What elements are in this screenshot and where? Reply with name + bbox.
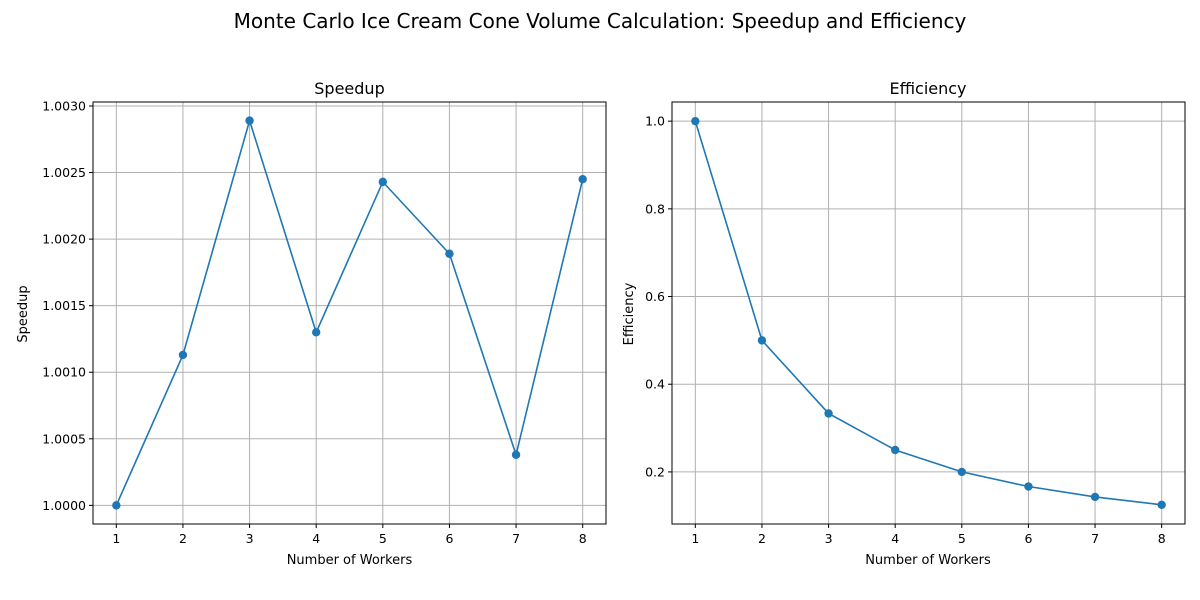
efficiency-x-tick-label: 4 — [891, 531, 899, 546]
figure-title: Monte Carlo Ice Cream Cone Volume Calcul… — [234, 9, 967, 33]
efficiency-data-point — [824, 409, 833, 418]
speedup-axes-frame — [92, 101, 607, 525]
speedup-y-tick-label: 1.0005 — [42, 431, 86, 446]
efficiency-axes-frame — [671, 101, 1186, 525]
speedup-x-axis-label: Number of Workers — [287, 553, 413, 568]
efficiency-x-axis-label: Number of Workers — [865, 553, 991, 568]
efficiency-x-tick-label: 1 — [691, 531, 699, 546]
efficiency-data-point — [957, 467, 967, 477]
speedup-data-point — [378, 177, 388, 187]
efficiency-x-tick-label: 6 — [1024, 531, 1032, 546]
speedup-x-tick-label: 2 — [179, 531, 187, 546]
speedup-data-point — [511, 450, 521, 459]
speedup-data-point — [578, 175, 587, 184]
speedup-y-axis-label: Speedup — [16, 285, 31, 342]
speedup-x-tick-label: 3 — [246, 531, 254, 546]
speedup-data-point — [311, 328, 321, 337]
efficiency-y-tick-label: 1.0 — [645, 114, 665, 129]
efficiency-x-tick-label: 5 — [958, 531, 966, 546]
speedup-data-point — [445, 249, 454, 258]
efficiency-grid — [672, 102, 1185, 524]
speedup-x-tick-label: 1 — [112, 531, 120, 546]
efficiency-data-point — [1157, 500, 1166, 509]
efficiency-y-axis-label: Efficiency — [622, 282, 637, 345]
efficiency-x-tick-label: 3 — [825, 531, 833, 546]
speedup-data-point — [178, 350, 188, 360]
speedup-panel: Speedup Number of Workers Speedup 1 2 3 4 5 6… — [16, 79, 607, 568]
speedup-y-tick-label: 1.0015 — [42, 298, 86, 313]
speedup-x-tick-label: 4 — [312, 531, 320, 546]
speedup-series-line — [115, 117, 584, 506]
speedup-panel-title: Speedup — [314, 79, 384, 98]
speedup-y-tick-label: 1.0030 — [42, 98, 86, 113]
speedup-data-point — [245, 116, 254, 125]
efficiency-data-point — [757, 336, 767, 345]
efficiency-y-tick-label: 0.4 — [645, 377, 665, 392]
efficiency-x-tick-label: 8 — [1158, 531, 1166, 546]
speedup-y-tick-label: 1.0020 — [42, 232, 86, 247]
efficiency-y-tick-label: 0.2 — [645, 464, 665, 479]
efficiency-y-tick-label: 0.8 — [645, 201, 665, 216]
efficiency-panel: Efficiency Number of Workers Efficiency … — [622, 79, 1186, 568]
efficiency-y-tick-label: 0.6 — [645, 289, 665, 304]
speedup-y-tick-label: 1.0010 — [42, 365, 86, 380]
efficiency-data-point — [1090, 492, 1100, 502]
speedup-y-tick-label: 1.0000 — [42, 498, 86, 513]
speedup-data-point — [112, 501, 121, 510]
speedup-x-tick-label: 5 — [379, 531, 387, 546]
efficiency-data-point — [691, 116, 700, 126]
efficiency-data-point — [1024, 482, 1033, 491]
efficiency-panel-title: Efficiency — [889, 79, 966, 98]
speedup-x-tick-label: 8 — [579, 531, 587, 546]
speedup-x-tick-label: 7 — [512, 531, 520, 546]
efficiency-series-line — [694, 120, 1162, 506]
efficiency-x-tick-label: 7 — [1091, 531, 1099, 546]
efficiency-data-point — [890, 445, 900, 455]
speedup-x-tick-label: 6 — [445, 531, 453, 546]
speedup-y-tick-label: 1.0025 — [42, 165, 86, 180]
speedup-grid — [93, 102, 606, 524]
efficiency-x-tick-label: 2 — [758, 531, 766, 546]
